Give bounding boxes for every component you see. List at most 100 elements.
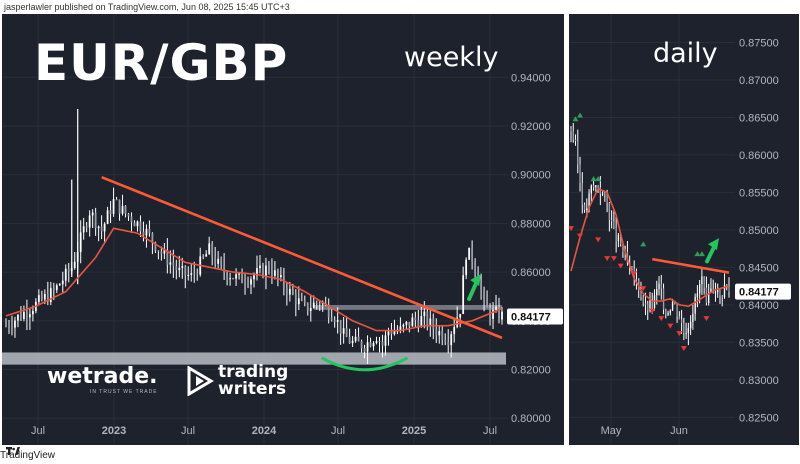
candle-body [703,276,705,288]
current-price-label: 0.84177 [739,287,779,299]
candle-body [617,234,620,242]
candle-body [674,302,676,305]
candle-body [423,311,426,317]
daily-timeframe-label: daily [653,38,718,69]
current-price-label: 0.84177 [511,312,551,324]
candle-body [465,259,468,276]
candle-body [483,290,485,300]
x-tick-label: Jul [181,425,195,437]
down-signal-marker [595,237,602,243]
candle-body [492,309,494,319]
daily-chart[interactable]: 0.87500 0.87000 0.86500 0.86000 0.85500 0.850… [569,14,799,445]
candle-body [303,300,306,303]
candle-body [46,293,49,302]
candle-body [23,312,25,319]
y-tick-label: 0.82500 [739,412,779,424]
candle-body [202,256,205,258]
candle-body [474,261,477,273]
candle-body [217,258,220,264]
candle-body [486,299,488,308]
candle-body [136,221,139,227]
daily-chart-panel[interactable]: 0.87500 0.87000 0.86500 0.86000 0.85500 0.850… [569,14,799,445]
candle-body [450,334,453,346]
weekly-chart[interactable]: 0.940000.920000.900000.880000.860000.840… [2,14,564,445]
wetrade-tagline: IN TRUST WE TRADE [90,389,158,395]
candle-body [333,320,336,322]
candle-body [366,342,369,352]
candle-body [172,262,175,267]
candle-body [719,288,721,296]
moving-average-line [5,227,503,332]
down-signal-marker [604,256,611,262]
candle-body [708,292,710,304]
candle-body [694,296,696,314]
candle-body [11,327,13,329]
candle-body [405,321,408,325]
candle-body [608,202,611,221]
candle-body [408,321,411,327]
candle-body [613,221,615,228]
candle-body [411,317,414,327]
candle-body [112,199,115,214]
candle-body [459,313,462,318]
candle-body [235,274,237,279]
arrow-up-head [470,273,482,286]
candle-body [166,249,169,265]
trading-writers-line1: trading [218,362,289,382]
y-tick-label: 0.82000 [511,365,551,377]
candle-body [381,341,384,346]
candle-body [447,342,450,346]
y-tick-label: 0.85000 [739,225,779,237]
base-curve [321,356,408,372]
candle-body [468,247,471,260]
moving-average-line [570,187,730,308]
candle-body [721,295,723,298]
down-signal-marker [649,308,656,314]
candle-body [190,273,193,275]
candle-body [692,313,694,323]
candle-body [345,328,348,337]
trendline [652,257,730,274]
candle-body [336,319,339,322]
candle-body [586,208,588,210]
candle-body [631,266,633,269]
y-tick-label: 0.84500 [739,262,779,274]
weekly-chart-panel[interactable]: 0.940000.920000.900000.880000.860000.840… [2,14,564,445]
candle-body [590,185,592,194]
candle-body [453,327,456,335]
candle-body [37,295,40,302]
candle-body [8,325,10,328]
candle-body [647,303,649,311]
candle-body [306,302,309,311]
candle-body [193,273,196,275]
candle-body [363,348,366,352]
arrow-up-icon [467,278,480,301]
candle-body [64,268,67,281]
candle-body [49,288,52,302]
x-tick-label: 2025 [402,425,426,437]
candle-body [187,274,190,276]
up-signal-marker [572,116,579,122]
candle-body [294,294,297,305]
up-signal-marker [698,251,705,257]
candle-body [285,287,288,295]
candle-body [223,264,226,273]
candle-body [14,320,16,328]
candle-body [369,342,372,347]
down-signal-marker [617,263,624,269]
candle-body [43,293,46,300]
up-signal-marker [590,176,597,182]
candle-body [601,193,604,195]
y-tick-label: 0.94000 [511,72,551,84]
candle-body [31,311,34,315]
candle-body [426,311,429,326]
candle-body [151,233,154,243]
candle-body [642,297,644,304]
candle-body [615,227,617,242]
candle-body [354,336,357,341]
down-signal-marker [610,256,617,262]
candle-body [579,164,581,184]
up-signal-marker [640,241,647,247]
candle-body [312,302,315,308]
x-tick-label: Jul [331,425,345,437]
